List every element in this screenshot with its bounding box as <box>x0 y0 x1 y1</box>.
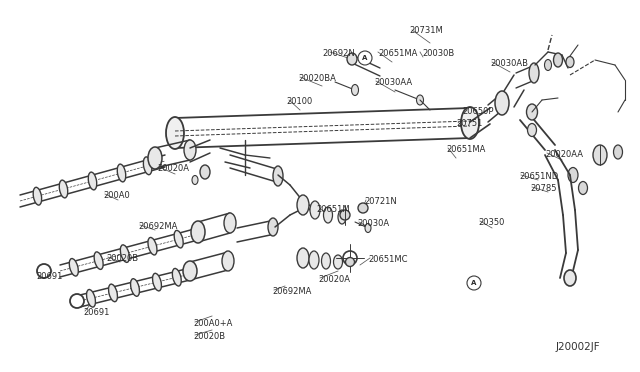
Ellipse shape <box>120 245 129 262</box>
Ellipse shape <box>566 57 574 67</box>
Ellipse shape <box>60 180 68 198</box>
Ellipse shape <box>461 107 479 139</box>
Ellipse shape <box>340 210 350 220</box>
Text: A: A <box>471 280 477 286</box>
Ellipse shape <box>224 213 236 233</box>
Text: 20691: 20691 <box>83 308 109 317</box>
Ellipse shape <box>273 166 283 186</box>
Ellipse shape <box>70 294 84 308</box>
Text: 20020AA: 20020AA <box>545 150 583 159</box>
Ellipse shape <box>183 261 197 281</box>
Ellipse shape <box>131 279 140 296</box>
Text: A: A <box>362 55 368 61</box>
Ellipse shape <box>109 284 118 302</box>
Text: 20692MA: 20692MA <box>272 287 312 296</box>
Ellipse shape <box>358 203 368 213</box>
Ellipse shape <box>297 195 309 215</box>
Ellipse shape <box>94 252 103 269</box>
Ellipse shape <box>321 253 330 269</box>
Ellipse shape <box>338 210 346 224</box>
Ellipse shape <box>579 182 588 195</box>
Text: 20692MA: 20692MA <box>138 222 177 231</box>
Text: 20731M: 20731M <box>409 26 443 35</box>
Ellipse shape <box>343 251 357 265</box>
Ellipse shape <box>297 248 309 268</box>
Text: 20100: 20100 <box>286 97 312 106</box>
Ellipse shape <box>148 147 162 169</box>
Text: 20751: 20751 <box>456 119 483 128</box>
Ellipse shape <box>117 164 125 182</box>
Ellipse shape <box>467 276 481 290</box>
Ellipse shape <box>172 269 181 286</box>
Text: 20651M: 20651M <box>316 205 349 214</box>
Text: 20020BA: 20020BA <box>298 74 336 83</box>
Text: 200A0+A: 200A0+A <box>193 319 232 328</box>
Text: 20692N: 20692N <box>322 49 355 58</box>
Text: 20020B: 20020B <box>193 332 225 341</box>
Ellipse shape <box>174 230 183 248</box>
Ellipse shape <box>351 84 358 96</box>
Ellipse shape <box>614 145 623 159</box>
Ellipse shape <box>417 95 424 105</box>
Text: 20020A: 20020A <box>318 275 350 284</box>
Ellipse shape <box>554 53 563 67</box>
Ellipse shape <box>323 207 333 223</box>
Ellipse shape <box>358 51 372 65</box>
Ellipse shape <box>148 237 157 255</box>
Ellipse shape <box>33 187 42 205</box>
Text: 20030AA: 20030AA <box>374 78 412 87</box>
Ellipse shape <box>166 117 184 149</box>
Ellipse shape <box>152 273 161 291</box>
Text: 20651ND: 20651ND <box>519 172 558 181</box>
Ellipse shape <box>143 157 152 175</box>
Text: 20030AB: 20030AB <box>490 59 528 68</box>
Ellipse shape <box>69 259 78 276</box>
Text: 20651MC: 20651MC <box>368 255 408 264</box>
Ellipse shape <box>88 172 97 190</box>
Text: 20650P: 20650P <box>462 107 493 116</box>
Text: 20651MA: 20651MA <box>378 49 417 58</box>
Ellipse shape <box>564 270 576 286</box>
Text: 20785: 20785 <box>530 184 557 193</box>
Text: 20651MA: 20651MA <box>446 145 485 154</box>
Ellipse shape <box>346 257 355 266</box>
Ellipse shape <box>310 201 320 219</box>
Text: 20030B: 20030B <box>422 49 454 58</box>
Ellipse shape <box>527 124 536 137</box>
Text: 200A0: 200A0 <box>103 191 130 200</box>
Ellipse shape <box>86 289 95 307</box>
Ellipse shape <box>527 104 538 120</box>
Text: 20350: 20350 <box>478 218 504 227</box>
Text: J20002JF: J20002JF <box>556 342 600 352</box>
Ellipse shape <box>347 53 357 65</box>
Text: 20020A: 20020A <box>157 164 189 173</box>
Ellipse shape <box>268 218 278 236</box>
Ellipse shape <box>365 224 371 232</box>
Ellipse shape <box>191 221 205 243</box>
Ellipse shape <box>545 60 552 71</box>
Ellipse shape <box>529 63 539 83</box>
Ellipse shape <box>309 251 319 269</box>
Ellipse shape <box>200 165 210 179</box>
Ellipse shape <box>333 255 342 269</box>
Ellipse shape <box>593 145 607 165</box>
Text: 20030A: 20030A <box>357 219 389 228</box>
Ellipse shape <box>184 140 196 160</box>
Ellipse shape <box>192 176 198 185</box>
Text: 20691: 20691 <box>36 272 62 281</box>
Text: 20020B: 20020B <box>106 254 138 263</box>
Ellipse shape <box>37 264 51 278</box>
Ellipse shape <box>495 91 509 115</box>
Ellipse shape <box>568 167 578 183</box>
Text: 20721N: 20721N <box>364 197 397 206</box>
Ellipse shape <box>222 251 234 271</box>
